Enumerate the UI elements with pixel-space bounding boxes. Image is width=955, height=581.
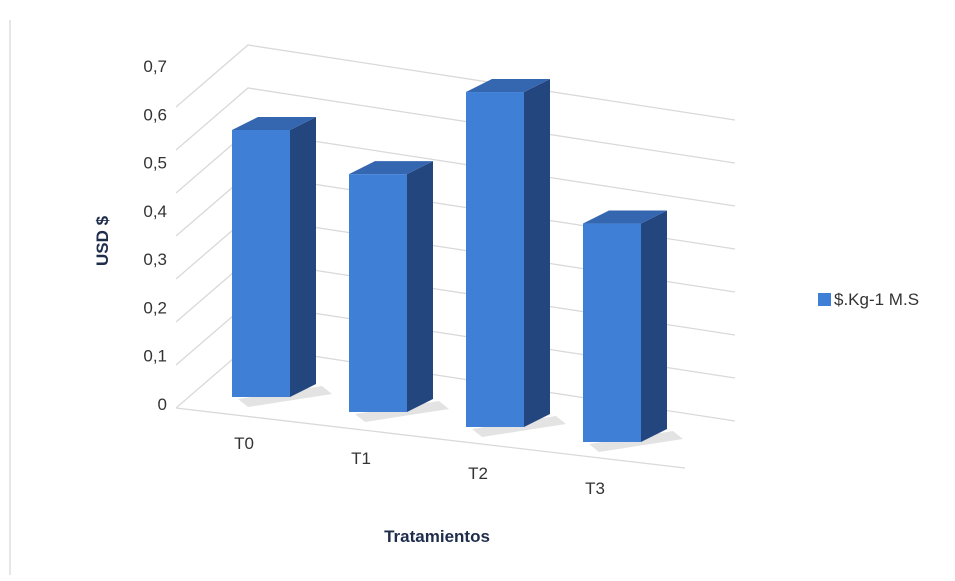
gridline [175, 44, 736, 121]
y-tick-label: 0,2 [143, 298, 167, 317]
bar-front [466, 92, 524, 427]
bar-top [466, 79, 550, 93]
legend: $.Kg-1 M.S [818, 290, 919, 309]
y-axis-ticks: 0 0,1 0,2 0,3 0,4 0,5 0,6 0,7 [143, 57, 167, 414]
bar-side [524, 79, 550, 427]
y-tick-label: 0 [158, 395, 167, 414]
y-tick-label: 0,7 [143, 57, 167, 76]
y-tick-label: 0,1 [143, 347, 167, 366]
gridline [175, 87, 736, 164]
bar-top [583, 210, 667, 224]
bar [232, 117, 316, 397]
legend-swatch [818, 293, 831, 306]
bar [466, 79, 550, 427]
floor-edge [175, 407, 686, 469]
legend-label: $.Kg-1 M.S [834, 290, 919, 309]
x-tick-label: T2 [468, 464, 488, 483]
y-tick-label: 0,4 [143, 202, 167, 221]
bar-top [232, 117, 316, 130]
bar [583, 210, 667, 442]
bar-top [349, 161, 433, 175]
y-tick-label: 0,6 [143, 105, 167, 124]
bar-side [641, 210, 667, 442]
x-tick-label: T1 [351, 449, 371, 468]
x-tick-label: T0 [234, 434, 254, 453]
x-axis-ticks: T0 T1 T2 T3 [234, 434, 605, 498]
y-axis-title: USD $ [93, 215, 112, 266]
bar-side [290, 117, 316, 397]
bar-front [583, 223, 641, 442]
x-tick-label: T3 [585, 479, 605, 498]
bar-front [349, 174, 407, 412]
bar [349, 161, 433, 412]
x-axis-title: Tratamientos [384, 527, 490, 546]
bar-front [232, 130, 290, 397]
bar-side [407, 161, 433, 412]
y-tick-label: 0,3 [143, 250, 167, 269]
y-tick-label: 0,5 [143, 154, 167, 173]
bars [232, 79, 667, 442]
